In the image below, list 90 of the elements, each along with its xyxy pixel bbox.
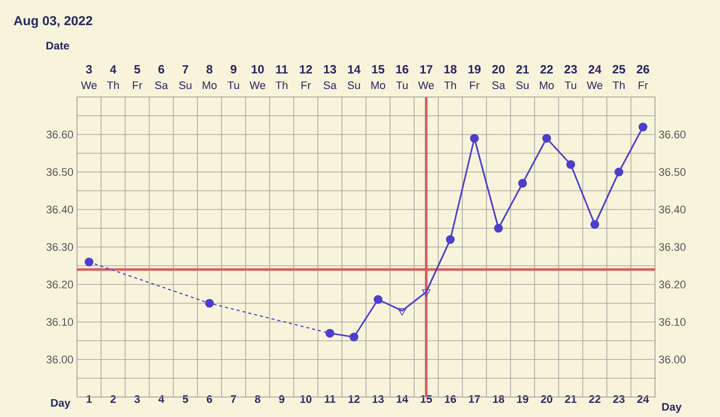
x-tick-label: 1 <box>86 395 92 403</box>
x-tick-label: 22 <box>589 395 600 403</box>
x-axis-title: Day <box>51 399 70 409</box>
text: Mo <box>540 81 554 90</box>
x-tick-label: 17 <box>468 395 480 403</box>
y2-tick-label: 36.20 <box>658 280 686 288</box>
x2-tick-label: 18 <box>444 65 457 74</box>
x-tick-label: 13 <box>372 395 384 403</box>
y-tick-label: 36.30 <box>46 243 74 251</box>
text: Fr <box>470 81 480 89</box>
text: Fr <box>638 81 648 89</box>
x-tick-label: 14 <box>396 395 408 403</box>
y-tick-label: 36.40 <box>46 206 74 214</box>
y-tick-label: 36.50 <box>46 168 74 176</box>
x-tick-label: 3 <box>134 395 140 403</box>
y2-tick-label: 36.10 <box>658 318 686 326</box>
y2-tick-label: 36.60 <box>658 130 686 138</box>
y-tick-label: 36.60 <box>46 130 74 138</box>
text: Sa <box>492 81 506 90</box>
text: Sa <box>155 81 168 90</box>
chart-title: Aug 03, 2022 <box>14 16 92 28</box>
x2-tick-label: 22 <box>540 65 553 74</box>
x2-tick-label: 5 <box>134 65 140 74</box>
x-tick-label: 19 <box>517 395 528 403</box>
text: Su <box>516 81 529 90</box>
x2-tick-label: 4 <box>110 65 116 74</box>
x2-tick-label: 15 <box>372 65 384 74</box>
text: Th <box>276 81 288 89</box>
text: Th <box>612 81 625 89</box>
text: We <box>80 81 97 90</box>
x2-tick-label: 11 <box>276 65 288 74</box>
text: Mo <box>202 81 217 90</box>
y2-tick-label: 36.50 <box>658 168 686 176</box>
text: Th <box>106 81 119 89</box>
x2-tick-label: 7 <box>182 65 188 74</box>
x2-tick-label: 21 <box>516 65 529 74</box>
x-tick-label: 7 <box>230 395 236 403</box>
x-tick-label: 2 <box>110 395 116 403</box>
x-tick-label: 23 <box>613 395 625 403</box>
x-tick-label: 12 <box>348 395 360 403</box>
text: Tu <box>396 81 408 90</box>
x2-tick-label: 14 <box>348 65 361 74</box>
text: Sa <box>324 81 337 90</box>
x2-tick-label: 9 <box>230 65 236 74</box>
x2-tick-label: 12 <box>300 65 312 74</box>
x2-tick-label: 8 <box>206 65 212 74</box>
x2-tick-label: 23 <box>564 65 577 74</box>
x-tick-label: 9 <box>279 395 284 403</box>
x-tick-label: 15 <box>420 395 432 403</box>
text: Su <box>348 81 360 90</box>
y2-tick-label: 36.40 <box>658 206 686 214</box>
text: Fr <box>132 81 142 89</box>
x-tick-label: 8 <box>254 395 260 403</box>
x2-tick-label: 10 <box>252 65 264 74</box>
x2-tick-label: 25 <box>612 65 626 74</box>
text: We <box>418 81 434 90</box>
y2-tick-label: 36.30 <box>658 243 686 251</box>
text: Day <box>662 403 682 413</box>
y2-tick-label: 36.00 <box>658 356 686 364</box>
x-tick-label: 11 <box>324 395 336 403</box>
x2-tick-label: 17 <box>420 65 432 74</box>
x2-tick-label: 20 <box>492 65 505 74</box>
text: Fr <box>302 81 311 89</box>
text: Su <box>179 81 192 90</box>
y-tick-label: 36.00 <box>46 356 74 364</box>
x2-tick-label: 24 <box>588 65 602 74</box>
x2-axis-title: Date <box>46 42 70 50</box>
x-tick-label: 10 <box>300 395 312 403</box>
text: Tu <box>564 81 576 90</box>
x-tick-label: 21 <box>565 395 576 403</box>
x2-tick-label: 19 <box>468 65 481 74</box>
y-tick-label: 36.10 <box>46 318 74 326</box>
x-tick-label: 5 <box>182 395 188 403</box>
x-tick-label: 18 <box>493 395 504 403</box>
x-tick-label: 16 <box>444 395 456 403</box>
x2-tick-label: 3 <box>86 65 92 74</box>
x-tick-label: 20 <box>540 395 552 403</box>
x2-tick-label: 26 <box>636 65 650 74</box>
text: Mo <box>371 81 386 90</box>
x-tick-label: 6 <box>206 395 212 403</box>
text: We <box>586 81 602 90</box>
x2-tick-label: 16 <box>396 65 408 74</box>
text: Tu <box>228 81 240 90</box>
y-tick-label: 36.20 <box>46 280 74 288</box>
x2-tick-label: 6 <box>158 65 164 74</box>
x-tick-label: 24 <box>637 395 649 403</box>
x-tick-label: 4 <box>158 395 164 403</box>
text: Th <box>444 81 456 89</box>
x2-tick-label: 13 <box>324 65 336 74</box>
text: We <box>250 81 266 90</box>
